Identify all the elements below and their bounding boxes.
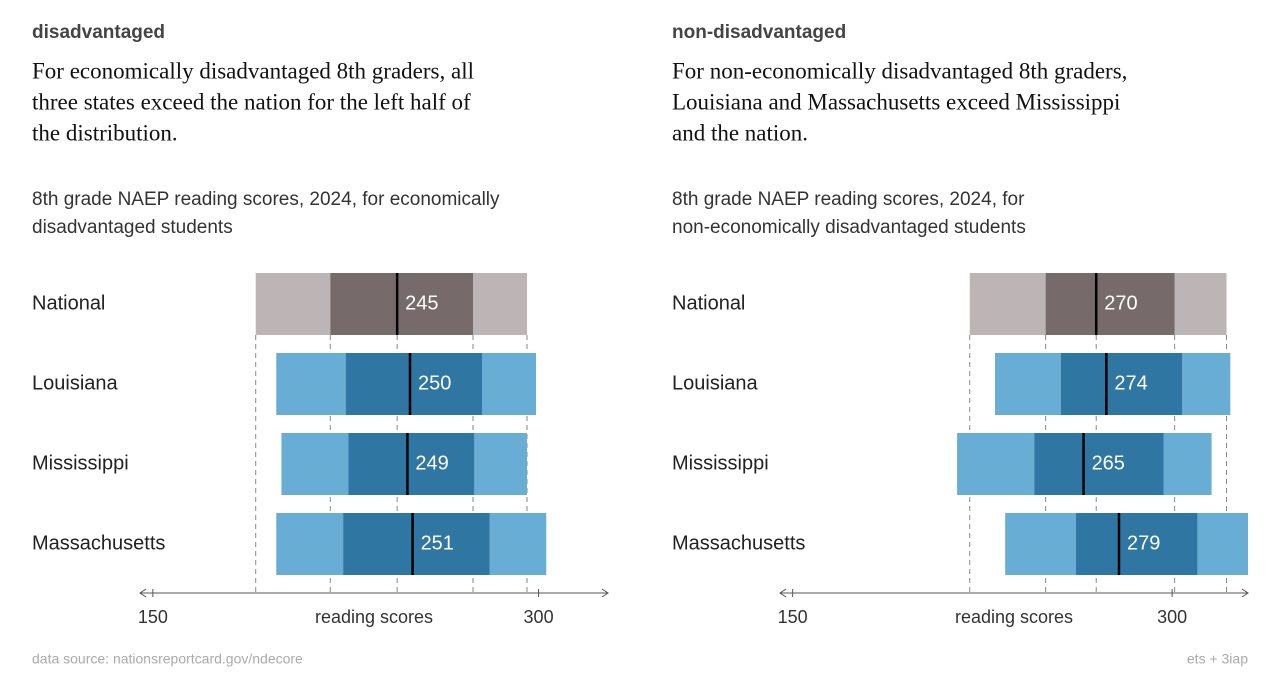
iqr-box [1075,513,1198,575]
headline: For non-economically disadvantaged 8th g… [672,58,1127,83]
headline: For economically disadvantaged 8th grade… [32,58,474,83]
median-label: 245 [405,292,438,314]
iqr-box [345,353,482,415]
row-label: Louisiana [672,372,759,394]
whisker-box-high [1182,353,1231,415]
subtitle: 8th grade NAEP reading scores, 2024, for… [32,189,500,210]
panel-label: disadvantaged [32,22,165,43]
x-axis-label: reading scores [315,607,433,627]
median-label: 251 [421,532,454,554]
median-label: 279 [1127,532,1160,554]
subtitle: 8th grade NAEP reading scores, 2024, for [672,189,1025,210]
whisker-box-high [473,273,527,335]
headline: the distribution. [32,120,178,145]
iqr-box [1045,273,1175,335]
whisker-box-low [995,353,1061,415]
whisker-box-low [957,433,1035,495]
subtitle: disadvantaged students [32,217,233,238]
whisker-box-low [281,433,349,495]
whisker-box-high [482,353,536,415]
median-label: 250 [418,372,451,394]
axis-arrow [139,588,147,598]
iqr-box [343,513,490,575]
iqr-box [330,273,473,335]
row-label: Mississippi [672,452,769,474]
axis-arrow [779,588,787,598]
axis-arrow [1241,588,1249,598]
whisker-box-low [276,353,346,415]
axis-arrow [601,588,609,598]
whisker-box-high [1197,513,1248,575]
source-note: data source: nationsreportcard.gov/ndeco… [32,651,303,667]
iqr-box [348,433,475,495]
median-label: 265 [1092,452,1125,474]
iqr-box [1060,353,1183,415]
headline: and the nation. [672,120,808,145]
x-tick-label: 300 [524,607,554,627]
iqr-box [1034,433,1164,495]
row-label: National [32,292,105,314]
row-label: Massachusetts [32,532,165,554]
row-label: National [672,292,745,314]
row-label: Mississippi [32,452,129,474]
headline: Louisiana and Massachusetts exceed Missi… [672,89,1120,114]
subtitle: non-economically disadvantaged students [672,217,1026,238]
median-label: 270 [1104,292,1137,314]
whisker-box-low [1005,513,1076,575]
whisker-box-low [255,273,331,335]
whisker-box-high [1163,433,1212,495]
row-label: Louisiana [32,372,119,394]
whisker-box-high [474,433,527,495]
whisker-box-high [1174,273,1227,335]
x-tick-label: 150 [778,607,808,627]
x-tick-label: 150 [138,607,168,627]
whisker-box-low [276,513,344,575]
median-label: 249 [415,452,448,474]
whisker-box-high [489,513,547,575]
x-axis-label: reading scores [955,607,1073,627]
row-label: Massachusetts [672,532,805,554]
headline: three states exceed the nation for the l… [32,89,471,114]
credit-note: ets + 3iap [1187,651,1248,667]
median-label: 274 [1114,372,1147,394]
x-tick-label: 300 [1157,607,1187,627]
whisker-box-low [969,273,1046,335]
panel-label: non-disadvantaged [672,22,846,43]
